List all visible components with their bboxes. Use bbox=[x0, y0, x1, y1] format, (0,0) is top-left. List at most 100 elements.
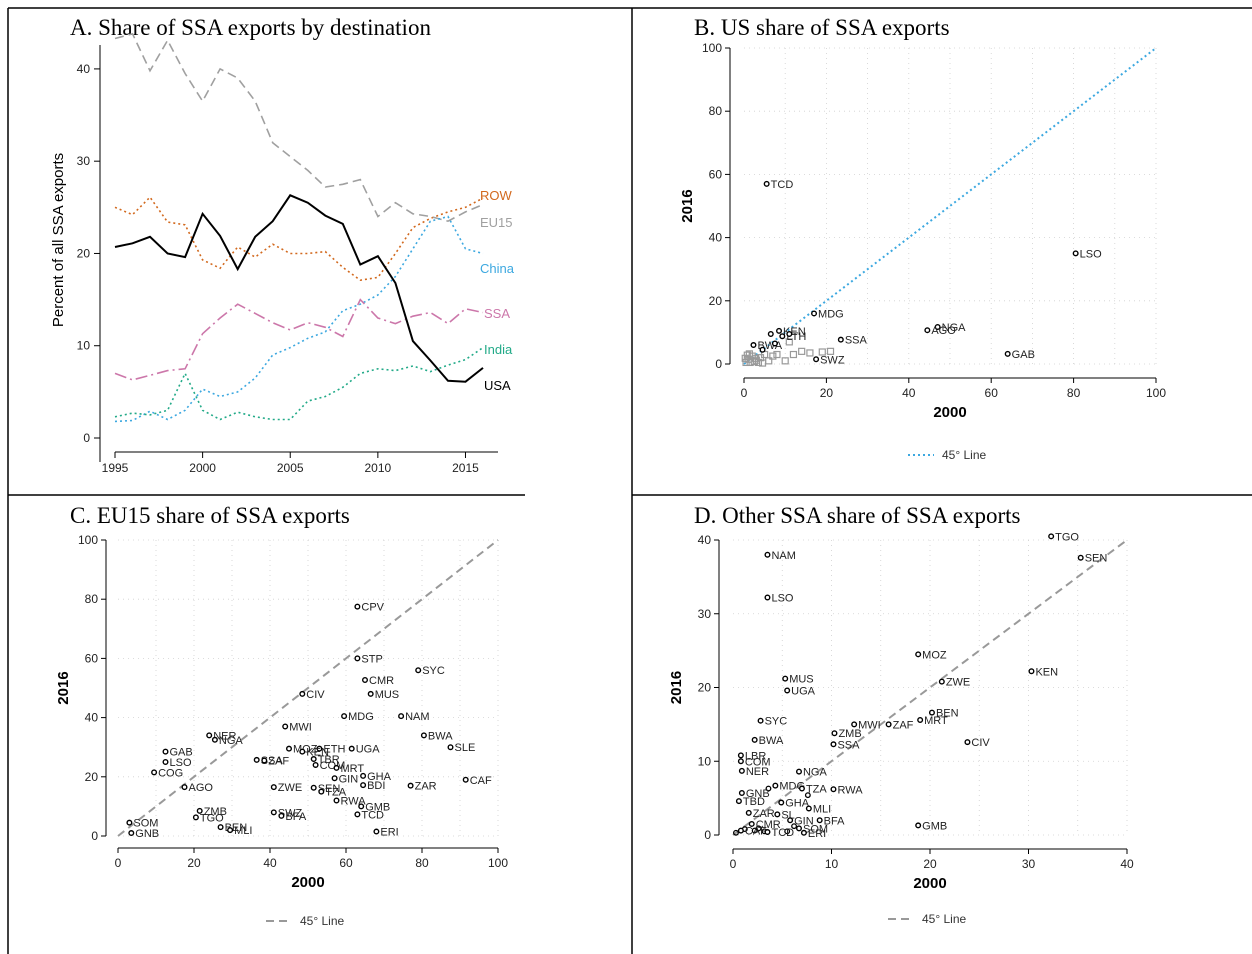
point-label: MLI bbox=[234, 825, 252, 837]
scatter-point bbox=[333, 797, 340, 804]
point-label: ZAF bbox=[268, 756, 289, 768]
x-axis-title: 2000 bbox=[933, 404, 966, 421]
scatter-point bbox=[299, 748, 306, 755]
scatter-point bbox=[331, 775, 338, 782]
series-line-usa bbox=[114, 194, 484, 383]
y-tick-label: 0 bbox=[715, 357, 722, 371]
panel-b-scatter: 0 20 40 60 80 100 0 20 40 60 80 100 2000 2016 TCD LSO NG… bbox=[679, 41, 1166, 462]
scatter-point bbox=[737, 827, 744, 834]
point-label: GIN bbox=[794, 815, 814, 827]
point-label: LSO bbox=[771, 593, 793, 605]
point-label: NER bbox=[746, 766, 769, 778]
x-tick-label: 40 bbox=[263, 856, 277, 870]
point-label: AGO bbox=[931, 325, 956, 337]
point-label: BWA bbox=[428, 730, 453, 742]
scatter-point bbox=[738, 767, 745, 774]
scatter-point bbox=[885, 721, 892, 728]
point-label: GHA bbox=[785, 798, 810, 810]
point-label: LSO bbox=[170, 757, 192, 769]
scatter-point-unlabeled bbox=[791, 823, 798, 830]
scatter-point bbox=[915, 651, 922, 658]
scatter-point bbox=[312, 761, 319, 768]
x-tick-label: 20 bbox=[187, 856, 201, 870]
scatter-point bbox=[774, 811, 781, 818]
x-tick-label: 10 bbox=[825, 857, 839, 871]
series-label-usa: USA bbox=[484, 378, 511, 393]
x-axis-title: 2000 bbox=[913, 875, 946, 892]
x-tick-label: 40 bbox=[1120, 857, 1134, 871]
scatter-point-unlabeled bbox=[755, 825, 762, 832]
scatter-point-unlabeled bbox=[765, 785, 772, 792]
scatter-point bbox=[128, 830, 135, 837]
scatter-point bbox=[310, 784, 317, 791]
scatter-point-unlabeled bbox=[784, 828, 791, 835]
scatter-point bbox=[333, 764, 340, 771]
point-label: MUS bbox=[375, 689, 399, 701]
scatter-point bbox=[318, 788, 325, 795]
forty-five-degree-line bbox=[117, 539, 499, 837]
x-tick-label: 60 bbox=[985, 386, 999, 400]
y-tick-label: 20 bbox=[77, 246, 91, 260]
y-tick-label: 20 bbox=[698, 681, 712, 695]
scatter-point bbox=[759, 346, 766, 353]
scatter-point bbox=[310, 756, 317, 763]
scatter-point bbox=[831, 730, 838, 737]
point-label: MLI bbox=[813, 803, 831, 815]
scatter-point bbox=[181, 784, 188, 791]
scatter-point bbox=[447, 744, 454, 751]
scatter-point bbox=[316, 745, 323, 752]
scatter-point bbox=[737, 758, 744, 765]
scatter-point bbox=[735, 798, 742, 805]
scatter-point-unlabeled bbox=[769, 352, 777, 360]
scatter-point bbox=[299, 690, 306, 697]
y-tick-label: 100 bbox=[702, 41, 722, 55]
scatter-point bbox=[196, 807, 203, 814]
scatter-point bbox=[462, 776, 469, 783]
scatter-point-unlabeled bbox=[773, 350, 781, 359]
scatter-point bbox=[415, 667, 422, 674]
scatter-point bbox=[354, 811, 361, 818]
scatter-point bbox=[354, 655, 361, 662]
scatter-point bbox=[1072, 250, 1079, 257]
point-label: ZMB bbox=[204, 806, 227, 818]
scatter-point bbox=[748, 820, 755, 827]
scatter-point bbox=[938, 678, 945, 685]
point-label: SYC bbox=[765, 716, 788, 728]
x-tick-label: 60 bbox=[339, 856, 353, 870]
scatter-point bbox=[358, 803, 365, 810]
scatter-point bbox=[398, 713, 405, 720]
panel-c-scatter: 0 20 40 60 80 100 0 20 40 60 80 100 2000 2016 CPV STP SY… bbox=[55, 533, 508, 928]
panel-b-title: B. US share of SSA exports bbox=[694, 15, 950, 40]
point-label: MRT bbox=[924, 715, 948, 727]
panel-frames bbox=[7, 7, 1252, 954]
scatter-point bbox=[772, 782, 779, 789]
point-label: BFA bbox=[824, 815, 845, 827]
point-label: ZAR bbox=[753, 808, 775, 820]
point-label: COM bbox=[745, 756, 771, 768]
scatter-point bbox=[362, 677, 369, 684]
scatter-point bbox=[928, 709, 935, 716]
point-label: MDG bbox=[348, 711, 374, 723]
scatter-point bbox=[282, 723, 289, 730]
scatter-point-unlabeled bbox=[758, 359, 767, 367]
y-tick-label: 80 bbox=[85, 592, 99, 606]
scatter-point bbox=[1004, 350, 1011, 357]
scatter-point bbox=[751, 736, 758, 743]
panel-c-title: C. EU15 share of SSA exports bbox=[70, 503, 350, 528]
scatter-point-unlabeled bbox=[733, 829, 739, 836]
y-axis-title: 2016 bbox=[679, 189, 696, 222]
x-tick-label: 2000 bbox=[189, 461, 216, 475]
point-label: ZMB bbox=[838, 728, 861, 740]
series-label-ssa: SSA bbox=[484, 306, 510, 321]
point-label: SWZ bbox=[820, 354, 845, 366]
point-label: MOZ bbox=[293, 744, 318, 756]
scatter-point bbox=[776, 327, 783, 334]
scatter-point bbox=[782, 675, 789, 682]
point-label: GAB bbox=[1012, 349, 1035, 361]
point-label: ZWE bbox=[278, 782, 302, 794]
scatter-point-unlabeled bbox=[804, 792, 811, 799]
x-tick-label: 2010 bbox=[365, 461, 392, 475]
series-line-india bbox=[114, 346, 484, 421]
scatter-point bbox=[779, 333, 786, 340]
scatter-point bbox=[787, 817, 794, 824]
